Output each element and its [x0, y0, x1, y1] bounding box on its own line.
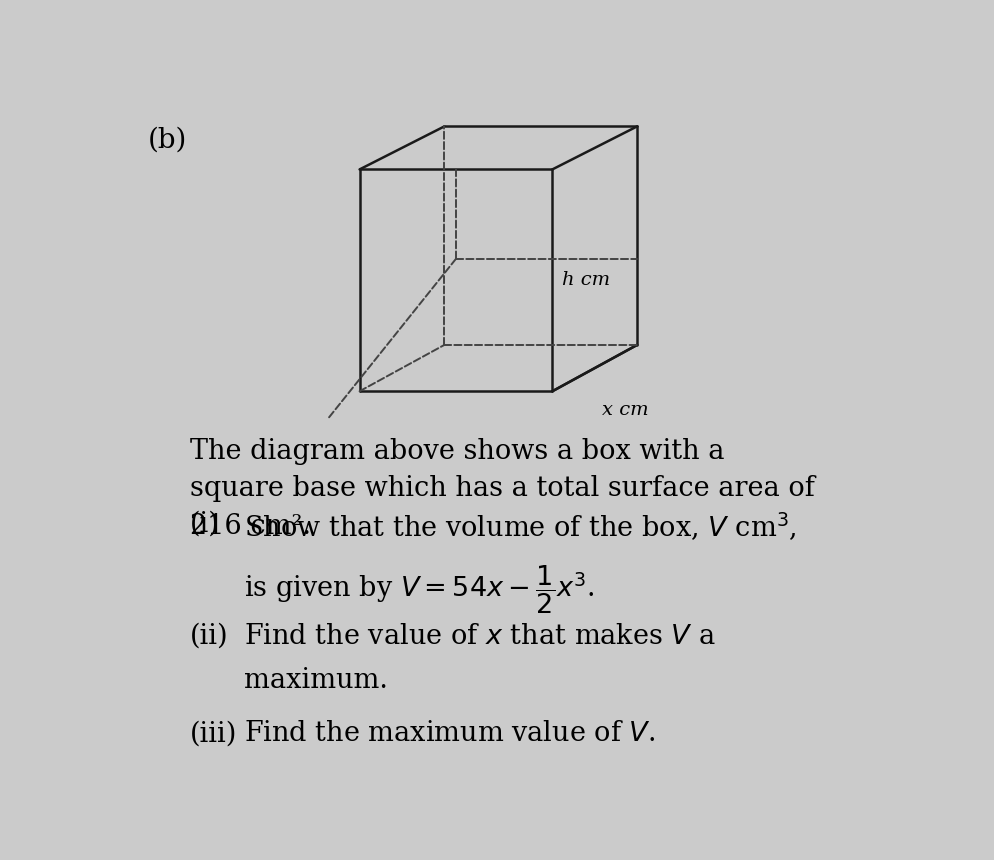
Text: Find the maximum value of $\mathit{V}$.: Find the maximum value of $\mathit{V}$. [244, 721, 654, 747]
Text: (b): (b) [147, 126, 187, 153]
Text: (iii): (iii) [190, 721, 237, 747]
Text: Show that the volume of the box, $\mathit{V}$ cm$^3$,: Show that the volume of the box, $\mathi… [244, 511, 796, 543]
Text: The diagram above shows a box with a
square base which has a total surface area : The diagram above shows a box with a squ… [190, 438, 814, 539]
Text: h cm: h cm [561, 272, 609, 289]
Text: Find the value of $\mathit{x}$ that makes $\mathit{V}$ a: Find the value of $\mathit{x}$ that make… [244, 623, 715, 650]
Text: (ii): (ii) [190, 623, 229, 650]
Text: x cm: x cm [602, 401, 648, 419]
Text: (i): (i) [190, 511, 220, 538]
Text: maximum.: maximum. [244, 667, 388, 694]
Text: is given by $\mathit{V} = 54\mathit{x} - \dfrac{1}{2}\mathit{x}^3$.: is given by $\mathit{V} = 54\mathit{x} -… [244, 563, 593, 616]
